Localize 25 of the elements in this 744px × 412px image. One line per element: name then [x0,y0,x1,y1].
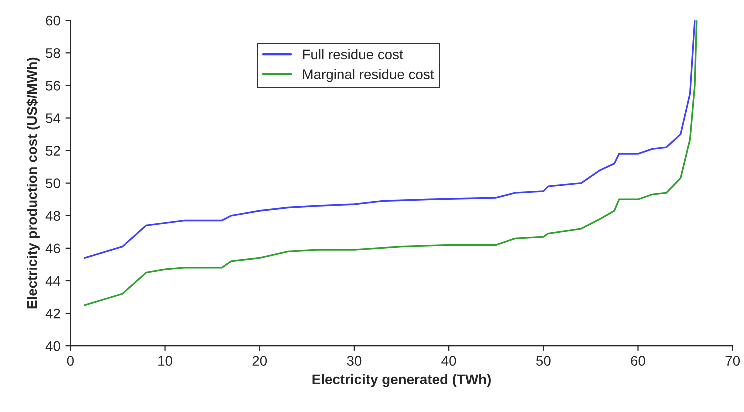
y-tick-label: 52 [46,146,60,156]
line-series [84,20,698,306]
y-tick-label: 40 [46,341,60,352]
x-tick-label: 30 [347,356,362,366]
y-axis-title: Electricity production cost (US$/MWh) [26,58,40,309]
x-tick-label: 50 [536,356,551,366]
y-tick-label: 54 [46,114,61,124]
x-tick-label: 10 [158,356,172,366]
y-tick-label: 44 [46,276,61,286]
y-tick-label: 58 [46,48,60,58]
y-tick-label: 60 [46,16,60,26]
y-tick-label: 46 [46,244,60,254]
x-tick-label: 0 [67,356,74,366]
line-series [84,20,696,260]
x-tick-label: 70 [726,356,740,366]
x-tick-label: 20 [252,356,268,366]
legend-label: Marginal residue cost [303,69,434,82]
y-tick-label: 48 [46,211,60,222]
y-tick-label: 56 [46,81,60,91]
y-tick-label: 50 [46,178,60,189]
y-tick-label: 42 [46,308,60,319]
legend-label: Full residue cost [303,49,404,60]
x-tick-label: 40 [442,356,456,366]
x-tick-label: 60 [631,356,646,366]
x-axis-title: Electricity generated (TWh) [312,374,491,388]
